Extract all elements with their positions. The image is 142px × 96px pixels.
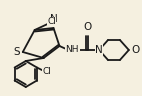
Text: O: O: [132, 45, 140, 55]
Text: N: N: [50, 14, 57, 24]
Text: O: O: [83, 22, 91, 32]
Text: Cl: Cl: [42, 67, 51, 76]
Text: S: S: [13, 47, 20, 57]
Text: Cl: Cl: [47, 17, 56, 26]
Text: NH: NH: [66, 46, 79, 55]
Text: N: N: [95, 45, 103, 55]
